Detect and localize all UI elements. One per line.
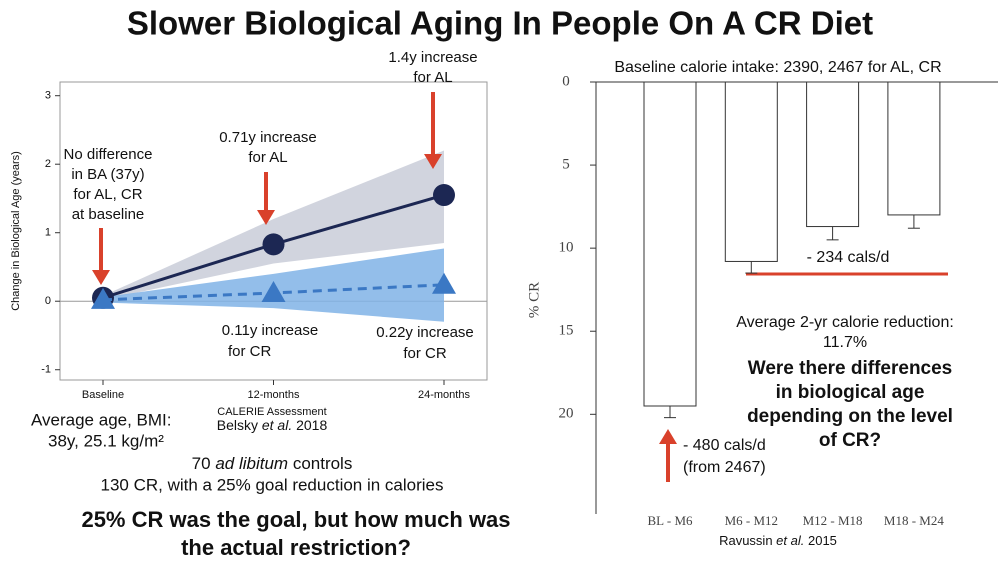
citation: Belsky et al. 2018 <box>217 417 328 433</box>
marker <box>432 272 456 294</box>
y-tick-label: 5 <box>562 157 570 173</box>
citation: Ravussin et al. 2015 <box>719 533 837 548</box>
y-tick-label: 2 <box>45 158 51 170</box>
bar <box>806 81 860 228</box>
x-tick-label: 24-months <box>418 389 470 401</box>
marker <box>433 184 455 207</box>
x-tick-label: 12-months <box>248 389 300 401</box>
annotation: 0.71y increase for AL <box>219 129 317 166</box>
y-tick-label: -1 <box>41 364 51 376</box>
question: 25% CR was the goal, but how much was <box>81 507 510 532</box>
bar <box>724 81 778 262</box>
annotation: - 234 cals/d <box>807 249 890 266</box>
note: 38y, 25.1 kg/m² <box>48 431 164 450</box>
bar <box>643 81 697 407</box>
arrow-head <box>257 210 275 225</box>
marker <box>261 280 286 302</box>
arrows <box>92 92 677 482</box>
annotation: 0.11y increase for CR <box>222 322 318 360</box>
y-tick-label: 0 <box>45 295 51 307</box>
y-tick-label: 15 <box>559 323 574 339</box>
arrow-head <box>424 154 442 169</box>
x-tick-label: M6 - M12 <box>725 513 778 528</box>
annotation: Average 2-yr calorie reduction: 11.7% <box>736 314 954 351</box>
question: the actual restriction? <box>181 535 411 560</box>
y-tick-label: 20 <box>559 406 574 422</box>
arrow-head <box>659 429 677 444</box>
y-axis-label: Change in Biological Age (years) <box>10 151 22 311</box>
annotation: Were there differences in biological age d… <box>747 358 953 451</box>
marker <box>91 287 115 309</box>
annotation: No difference in BA (37y) for AL, CR at bas… <box>64 146 153 223</box>
bar <box>887 81 941 216</box>
y-tick-label: 0 <box>562 73 570 89</box>
y-tick-label: 10 <box>559 240 574 256</box>
annotation: 1.4y increase for AL <box>388 49 477 86</box>
note: Average age, BMI: <box>31 410 172 429</box>
x-axis-label: CALERIE Assessment <box>217 406 326 418</box>
x-tick-label: M12 - M18 <box>803 513 863 528</box>
slide-title: Slower Biological Aging In People On A C… <box>127 5 873 42</box>
plots: -1 0 1 2 3 Baseline 12-months 24-months 0 5 10 15 20… <box>41 73 944 528</box>
y-tick-label: 3 <box>45 90 51 102</box>
chart-title: Baseline calorie intake: 2390, 2467 for … <box>614 59 941 76</box>
annotation: - 480 cals/d (from 2467) <box>683 437 766 476</box>
x-tick-label: M18 - M24 <box>884 513 944 528</box>
x-tick-label: BL - M6 <box>647 513 693 528</box>
x-tick-label: Baseline <box>82 389 124 401</box>
y-axis-label: % CR <box>526 282 542 318</box>
note: 130 CR, with a 25% goal reduction in cal… <box>100 475 443 494</box>
note: 70 ad libitum controls <box>192 454 353 473</box>
annotation: 0.22y increase for CR <box>376 324 474 362</box>
marker <box>262 233 285 256</box>
y-tick-label: 1 <box>45 227 51 239</box>
arrow-head <box>92 270 110 285</box>
confidence-band <box>103 150 444 300</box>
